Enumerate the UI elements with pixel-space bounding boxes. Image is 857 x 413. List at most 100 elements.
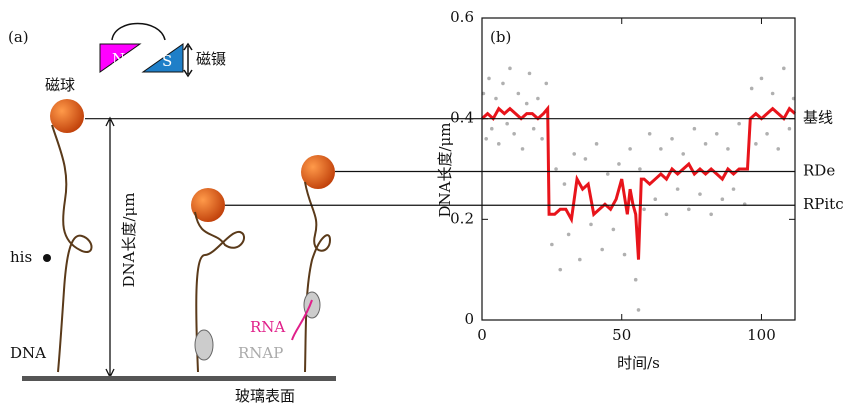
data-point xyxy=(558,267,563,272)
data-point xyxy=(583,157,588,161)
data-point xyxy=(653,197,658,201)
data-point xyxy=(605,172,610,176)
data-point xyxy=(638,167,642,171)
bead-label: 磁球 xyxy=(45,76,75,94)
magnet-s-label: S xyxy=(162,52,172,70)
data-point xyxy=(659,147,663,151)
length-label: DNA长度/μm xyxy=(120,192,138,287)
data-point xyxy=(776,147,781,151)
y-tick-label: 0 xyxy=(464,310,474,328)
data-point xyxy=(578,257,582,262)
move-arrow xyxy=(183,42,193,78)
data-point xyxy=(720,197,725,201)
data-point xyxy=(594,142,599,146)
data-point xyxy=(687,207,691,212)
data-point xyxy=(787,126,792,131)
data-point xyxy=(501,81,505,86)
glass-surface xyxy=(22,376,336,381)
data-point xyxy=(726,147,730,151)
data-point xyxy=(759,76,764,81)
data-point xyxy=(622,252,627,257)
data-point xyxy=(484,137,488,141)
magnet-s xyxy=(141,43,184,73)
rna-strand xyxy=(291,299,313,341)
panel-label: (a) xyxy=(8,28,29,46)
reference-label: RDe xyxy=(803,162,835,180)
data-point xyxy=(496,142,501,146)
data-point xyxy=(636,308,641,312)
data-point xyxy=(642,207,646,212)
data-point xyxy=(664,212,669,217)
surface-label: 玻璃表面 xyxy=(235,387,295,405)
tweezers-label: 磁镊 xyxy=(196,50,226,68)
data-point xyxy=(572,152,577,156)
data-point xyxy=(731,187,736,191)
data-point xyxy=(540,137,544,141)
data-point xyxy=(494,96,498,101)
data-point xyxy=(527,71,532,76)
dna-strands xyxy=(51,124,332,373)
data-point xyxy=(489,126,494,131)
data-point xyxy=(566,232,571,237)
data-point xyxy=(600,247,604,252)
diagram: (a) N S 磁镊 磁球 his DNA DNA长度/μm RNA RNAP … xyxy=(8,22,336,405)
panel-label: (b) xyxy=(490,28,511,46)
data-point xyxy=(554,167,558,171)
reference-label: 基线 xyxy=(803,109,833,127)
data-point xyxy=(520,147,525,151)
data-point xyxy=(698,192,702,196)
data-point xyxy=(611,227,616,232)
length-arrow xyxy=(105,116,115,379)
bead xyxy=(301,155,335,189)
x-tick-label: 100 xyxy=(747,326,776,344)
y-tick-label: 0.2 xyxy=(450,209,474,227)
data-point xyxy=(550,242,554,247)
data-point xyxy=(647,131,652,136)
data-point xyxy=(516,91,521,96)
data-point xyxy=(544,81,549,86)
data-point xyxy=(782,66,786,71)
data-point xyxy=(508,66,512,71)
bead xyxy=(50,99,84,133)
magnet-n-label: N xyxy=(112,50,125,68)
data-point xyxy=(524,101,529,106)
data-point xyxy=(512,131,516,136)
rnap xyxy=(194,329,214,361)
data-point xyxy=(670,137,674,141)
data-point xyxy=(536,96,540,101)
magnet-n xyxy=(99,43,142,73)
rnap-label: RNAP xyxy=(238,344,283,362)
trace-line xyxy=(480,104,797,260)
data-point xyxy=(749,86,754,91)
his-tag xyxy=(43,254,51,262)
data-point xyxy=(505,121,509,126)
data-point xyxy=(709,212,713,217)
rotation-arrow xyxy=(111,22,166,41)
dna-label: DNA xyxy=(10,344,46,362)
data-point xyxy=(562,182,567,186)
y-tick-label: 0.6 xyxy=(450,8,474,26)
x-axis-label: 时间/s xyxy=(617,354,660,372)
x-tick-label: 0 xyxy=(477,326,487,344)
data-point xyxy=(692,126,697,131)
reference-label: RPitc xyxy=(803,195,844,213)
x-tick-label: 50 xyxy=(612,326,631,344)
data-point xyxy=(589,222,593,227)
data-point xyxy=(737,121,741,126)
data-point xyxy=(675,187,680,191)
data-point xyxy=(617,162,621,166)
data-point xyxy=(765,131,769,136)
data-point xyxy=(681,152,686,156)
y-tick-label: 0.4 xyxy=(450,109,474,127)
data-point xyxy=(633,277,638,282)
plot-frame xyxy=(481,17,796,321)
his-label: his xyxy=(10,248,32,266)
data-point xyxy=(628,147,632,151)
bead xyxy=(191,188,225,222)
data-point xyxy=(714,131,719,136)
rna-label: RNA xyxy=(250,318,285,336)
data-point xyxy=(703,142,708,146)
data-point xyxy=(531,126,536,131)
data-point xyxy=(487,76,491,81)
